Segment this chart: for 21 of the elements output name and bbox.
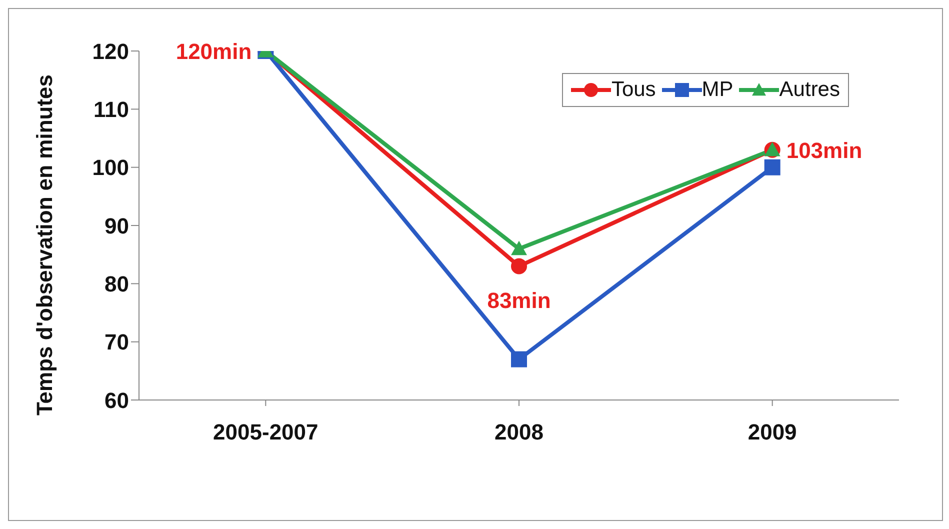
point [511, 351, 527, 368]
point [511, 258, 527, 274]
y-tick-label: 100 [92, 155, 129, 180]
legend-label: Tous [611, 78, 656, 102]
x-tick-label: 2005-2007 [213, 420, 318, 445]
y-tick-label: 110 [94, 96, 129, 122]
y-tick-label: 120 [92, 38, 129, 64]
data-label: 103min [786, 138, 862, 163]
legend-label: MP [702, 78, 734, 102]
point [511, 240, 527, 256]
point [764, 159, 780, 176]
x-tick-label: 2008 [494, 420, 544, 445]
data-label: 83min [487, 288, 551, 314]
legend-label: Autres [779, 78, 840, 102]
y-tick-label: 70 [104, 330, 129, 355]
y-axis-title: Temps d'observation en minutes [32, 74, 57, 416]
y-tick-label: 90 [104, 213, 129, 238]
y-tick-label: 80 [104, 271, 129, 296]
x-tick-label: 2009 [748, 420, 797, 445]
y-tick-label: 60 [104, 388, 129, 413]
data-label: 120min [176, 39, 252, 64]
